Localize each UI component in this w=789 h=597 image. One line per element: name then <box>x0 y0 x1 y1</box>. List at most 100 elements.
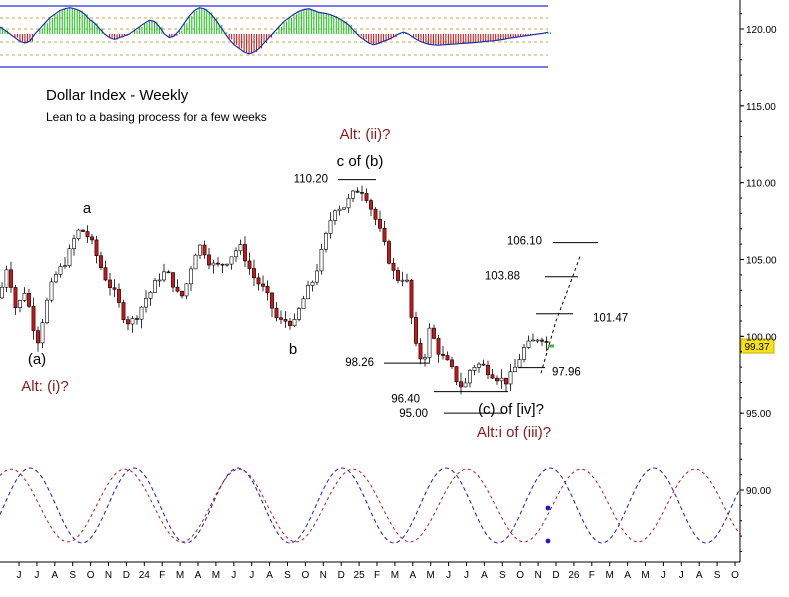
candle-body <box>58 266 63 275</box>
candle-body <box>211 262 216 266</box>
candle-body <box>225 263 229 266</box>
y-tick-label: 90.00 <box>746 486 771 497</box>
x-tick-label: D <box>552 570 559 581</box>
x-tick-label: M <box>391 570 399 581</box>
candle-body <box>4 269 9 288</box>
x-tick-label: O <box>302 570 310 581</box>
candle-body <box>216 262 220 265</box>
x-tick-label: M <box>212 570 220 581</box>
x-tick-label: M <box>176 570 184 581</box>
price-level-label: 110.20 <box>294 174 328 186</box>
candle-body <box>400 279 405 282</box>
candle-body <box>94 239 99 256</box>
candle-body <box>63 265 67 267</box>
candle-body <box>67 248 72 266</box>
candle-body <box>526 340 531 348</box>
x-tick-label: S <box>499 570 506 581</box>
candle-body <box>198 244 202 256</box>
candle-body <box>0 286 4 299</box>
x-tick-label: J <box>249 570 254 581</box>
x-tick-label: J <box>231 570 236 581</box>
candle-body <box>486 364 490 376</box>
candle-body <box>256 277 261 285</box>
candle-body <box>324 233 328 250</box>
candle-body <box>450 359 454 367</box>
candle-body <box>306 285 310 300</box>
cycle-marker <box>545 538 551 544</box>
candle-body <box>117 289 121 303</box>
x-tick-label: S <box>714 570 721 581</box>
candle-body <box>265 286 270 294</box>
candle-body <box>373 208 378 220</box>
price-level-label: 97.96 <box>552 367 581 379</box>
candle-body <box>544 341 549 343</box>
candle-body <box>144 298 148 308</box>
candle-body <box>382 227 387 242</box>
x-tick-label: D <box>123 570 130 581</box>
candle-body <box>13 287 18 309</box>
candle-body <box>162 271 166 281</box>
candle-body <box>342 207 346 210</box>
candle-body <box>220 263 225 266</box>
y-tick-label: 115.00 <box>746 102 776 113</box>
candle-body <box>436 338 441 355</box>
y-tick-label: 105.00 <box>746 256 777 267</box>
x-tick-label: F <box>374 570 380 581</box>
wave-label: (c) of [iv]? <box>478 401 544 418</box>
candle-body <box>508 371 513 385</box>
x-tick-label: J <box>679 570 684 581</box>
price-level-label: 106.10 <box>507 236 542 248</box>
candle-body <box>535 339 540 342</box>
x-tick-label: A <box>409 570 416 581</box>
candle-body <box>261 283 265 287</box>
candle-body <box>315 270 319 283</box>
x-tick-label: A <box>51 570 58 581</box>
candle-body <box>171 272 175 288</box>
candle-body <box>517 359 522 368</box>
cycle-wave-red <box>0 468 741 543</box>
price-level-label: 96.40 <box>391 394 420 406</box>
candle-body <box>27 293 31 307</box>
candle-body <box>81 229 85 232</box>
candle-body <box>355 190 360 193</box>
candle-body <box>22 293 27 301</box>
x-tick-label: J <box>446 570 451 581</box>
wave-label: Alt:i of (iii)? <box>477 424 551 441</box>
candle-body <box>364 192 369 201</box>
last-price-value: 99.37 <box>744 342 769 353</box>
x-tick-label: M <box>427 570 435 581</box>
candle-body <box>472 366 477 371</box>
candle-body <box>319 249 324 272</box>
candle-body <box>90 236 94 241</box>
candle-body <box>274 307 279 319</box>
x-tick-label: A <box>624 570 631 581</box>
momentum-line <box>0 7 549 55</box>
candle-body <box>193 254 198 270</box>
candle-body <box>423 357 427 360</box>
candle-body <box>504 377 508 385</box>
x-tick-label: J <box>17 570 22 581</box>
candle-body <box>247 260 252 269</box>
price-level-label: 101.47 <box>593 313 628 325</box>
wave-label: (a) <box>28 351 46 368</box>
x-tick-label: M <box>606 570 614 581</box>
candle-body <box>99 255 103 268</box>
candle-body <box>279 317 283 320</box>
candle-body <box>454 366 459 383</box>
price-level-label: 103.88 <box>485 271 520 283</box>
candle-body <box>180 290 184 297</box>
candle-body <box>18 300 22 309</box>
candle-body <box>202 244 207 256</box>
y-tick-label: 100.00 <box>746 332 777 343</box>
candle-body <box>76 229 81 239</box>
chart-title: Dollar Index - Weekly <box>46 87 189 104</box>
candle-body <box>531 339 535 342</box>
candle-body <box>360 192 364 194</box>
candle-body <box>351 190 355 199</box>
candle-body <box>522 347 526 360</box>
candle-body <box>499 377 504 382</box>
candle-body <box>157 279 162 282</box>
candle-body <box>391 263 396 271</box>
last-price-tag <box>740 338 775 354</box>
candle-body <box>481 363 486 366</box>
